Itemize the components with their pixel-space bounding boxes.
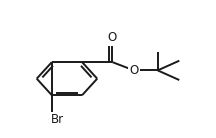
- Text: O: O: [108, 31, 117, 44]
- Text: O: O: [129, 64, 138, 77]
- Text: Br: Br: [51, 113, 64, 126]
